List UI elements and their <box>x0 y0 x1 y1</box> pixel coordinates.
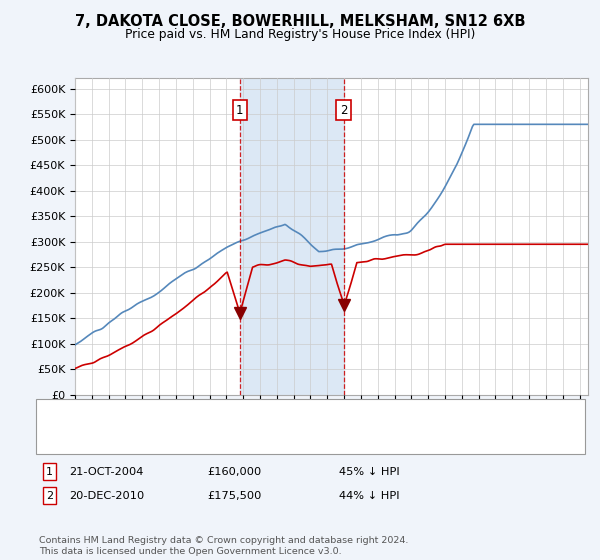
Text: £175,500: £175,500 <box>207 491 262 501</box>
Text: 2: 2 <box>46 491 53 501</box>
Text: Contains HM Land Registry data © Crown copyright and database right 2024.
This d: Contains HM Land Registry data © Crown c… <box>39 536 409 556</box>
Text: 21-OCT-2004: 21-OCT-2004 <box>69 466 143 477</box>
Text: 2: 2 <box>340 104 347 116</box>
Text: HPI: Average price, detached house, Wiltshire: HPI: Average price, detached house, Wilt… <box>84 433 334 444</box>
Text: 7, DAKOTA CLOSE, BOWERHILL, MELKSHAM, SN12 6XB (detached house): 7, DAKOTA CLOSE, BOWERHILL, MELKSHAM, SN… <box>84 410 483 420</box>
Text: 1: 1 <box>46 466 53 477</box>
Text: 45% ↓ HPI: 45% ↓ HPI <box>339 466 400 477</box>
Text: £160,000: £160,000 <box>207 466 261 477</box>
Text: 1: 1 <box>236 104 244 116</box>
Text: Price paid vs. HM Land Registry's House Price Index (HPI): Price paid vs. HM Land Registry's House … <box>125 28 475 41</box>
Text: 7, DAKOTA CLOSE, BOWERHILL, MELKSHAM, SN12 6XB: 7, DAKOTA CLOSE, BOWERHILL, MELKSHAM, SN… <box>75 14 525 29</box>
Bar <box>240 78 344 395</box>
Text: 20-DEC-2010: 20-DEC-2010 <box>69 491 144 501</box>
Text: 44% ↓ HPI: 44% ↓ HPI <box>339 491 400 501</box>
